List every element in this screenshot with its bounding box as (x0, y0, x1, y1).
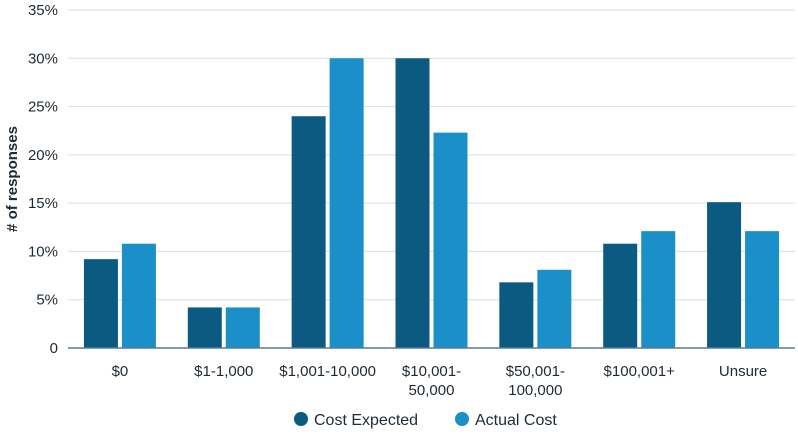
bar-cost-expected (499, 282, 534, 348)
x-tick-label: $0 (112, 363, 129, 380)
bar-cost-expected (83, 259, 118, 348)
x-tick-label: 100,000 (508, 382, 562, 399)
bar-actual-cost (329, 58, 364, 349)
y-tick-label: 30% (28, 50, 58, 67)
legend-swatch (294, 412, 308, 426)
y-tick-label: 20% (28, 147, 58, 164)
bar-actual-cost (745, 231, 780, 348)
y-tick-label: 5% (36, 292, 58, 309)
bar-actual-cost (225, 307, 260, 348)
y-axis-label: # of responses (4, 126, 21, 232)
y-tick-label: 0 (50, 340, 58, 357)
bar-actual-cost (537, 269, 572, 348)
bar-actual-cost (121, 243, 156, 348)
x-tick-label: Unsure (719, 363, 767, 380)
legend-label: Actual Cost (475, 412, 557, 429)
bar-actual-cost (641, 231, 676, 348)
bar-actual-cost (433, 132, 468, 348)
bar-cost-expected (603, 243, 638, 348)
bar-cost-expected (707, 202, 742, 348)
y-tick-label: 15% (28, 195, 58, 212)
x-tick-label: $1-1,000 (194, 363, 253, 380)
x-tick-label: $50,001- (506, 363, 565, 380)
x-tick-label: $1,001-10,000 (279, 363, 376, 380)
bar-cost-expected (187, 307, 222, 348)
bar-cost-expected (291, 116, 326, 348)
y-tick-label: 10% (28, 243, 58, 260)
y-tick-label: 35% (28, 2, 58, 19)
legend-swatch (455, 412, 469, 426)
bar-cost-expected (395, 58, 430, 349)
x-tick-label: $100,001+ (604, 363, 676, 380)
legend-label: Cost Expected (314, 412, 418, 429)
x-tick-label: $10,001- (402, 363, 461, 380)
y-tick-label: 25% (28, 99, 58, 116)
x-tick-label: 50,000 (409, 382, 455, 399)
